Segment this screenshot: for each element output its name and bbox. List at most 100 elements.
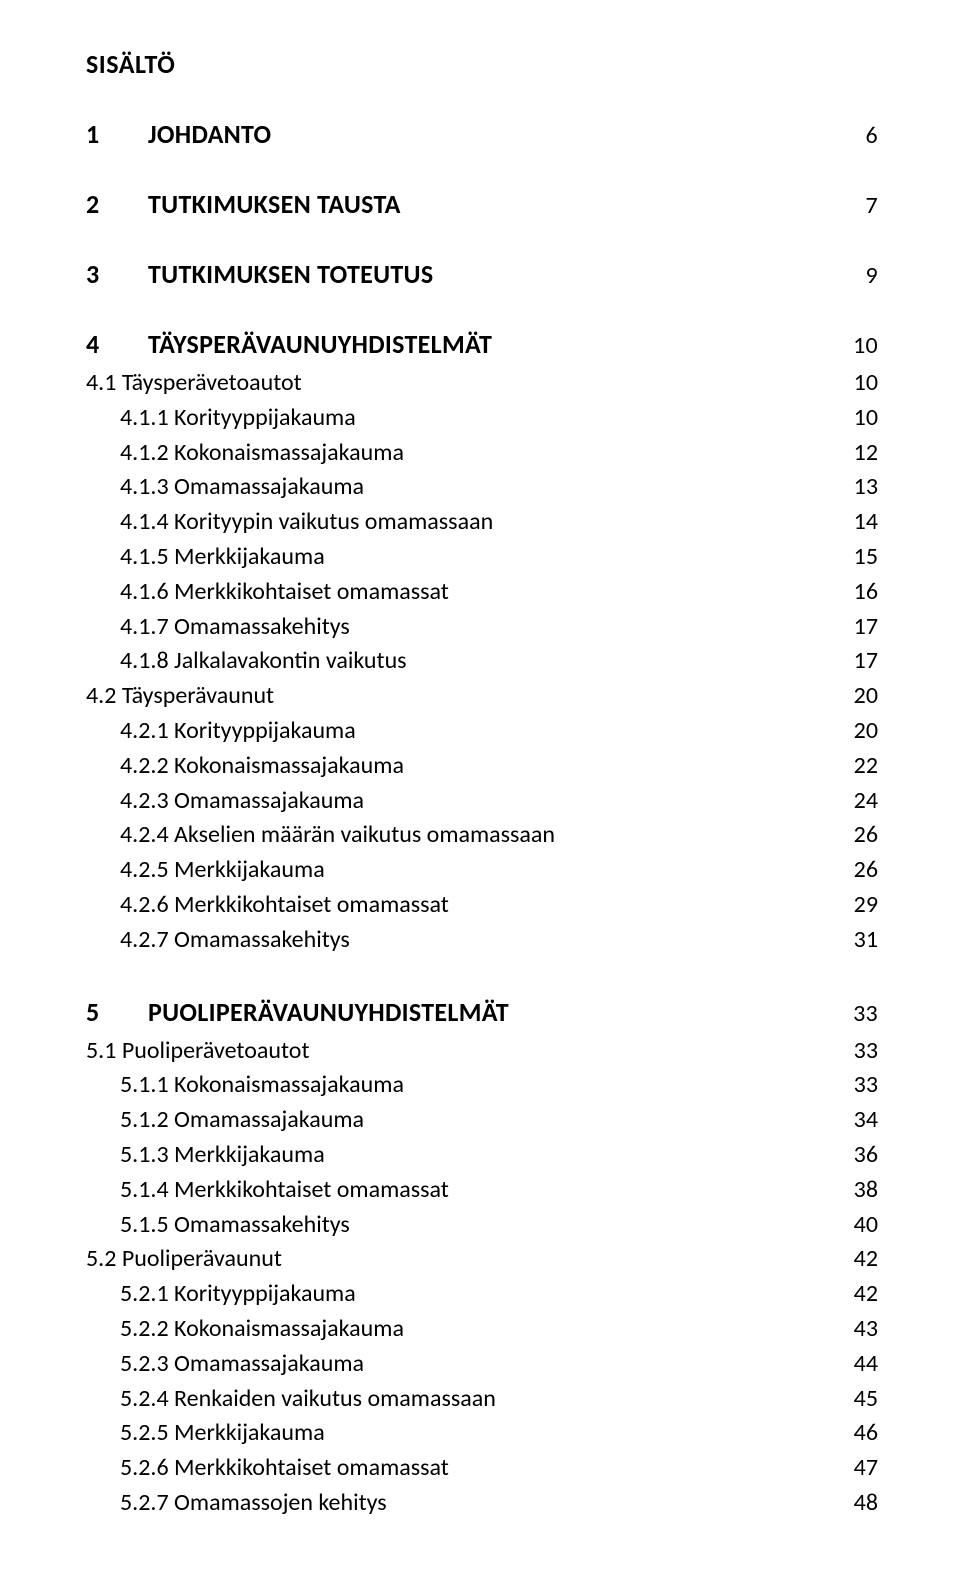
toc-section: 5PUOLIPERÄVAUNUYHDISTELMÄT 33 — [86, 996, 878, 1028]
subsubsection-label: 4.1.8 Jalkalavakontin vaikutus — [86, 644, 407, 679]
toc-subsubsection: 5.2.4 Renkaiden vaikutus omamassaan 45 — [86, 1382, 878, 1417]
toc-subsection: 4.2 Täysperävaunut20 — [86, 679, 878, 714]
toc-subsubsection: 5.1.2 Omamassajakauma 34 — [86, 1103, 878, 1138]
subsubsection-page: 42 — [854, 1277, 878, 1312]
toc-section: 1JOHDANTO6 — [86, 118, 878, 150]
subsubsection-label: 4.1.6 Merkkikohtaiset omamassat — [86, 575, 449, 610]
toc-subsubsection: 5.2.5 Merkkijakauma 46 — [86, 1416, 878, 1451]
toc-subsubsection: 4.2.6 Merkkikohtaiset omamassat 29 — [86, 888, 878, 923]
section-name: TÄYSPERÄVAUNUYHDISTELMÄT — [148, 328, 492, 360]
subsubsection-page: 14 — [854, 505, 878, 540]
section-name: TUTKIMUKSEN TAUSTA — [148, 188, 401, 220]
subsubsection-page: 26 — [854, 818, 878, 853]
subsubsection-page: 20 — [854, 714, 878, 749]
subsection-label: 4.1 Täysperävetoautot — [86, 366, 302, 401]
subsubsection-page: 48 — [854, 1486, 878, 1521]
subsubsection-page: 13 — [854, 470, 878, 505]
subsubsection-label: 4.2.4 Akselien määrän vaikutus omamassaa… — [86, 818, 555, 853]
toc-subsubsection: 4.2.2 Kokonaismassajakauma 22 — [86, 749, 878, 784]
subsubsection-label: 5.2.5 Merkkijakauma — [86, 1416, 325, 1451]
subsubsection-label: 4.2.6 Merkkikohtaiset omamassat — [86, 888, 449, 923]
subsubsection-label: 4.1.4 Korityypin vaikutus omamassaan — [86, 505, 493, 540]
subsubsection-label: 5.1.2 Omamassajakauma — [86, 1103, 364, 1138]
subsubsection-page: 24 — [854, 784, 878, 819]
section-name: TUTKIMUKSEN TOTEUTUS — [148, 258, 433, 290]
subsection-label: 5.1 Puoliperävetoautot — [86, 1034, 310, 1069]
section-page: 33 — [853, 999, 878, 1028]
subsubsection-page: 34 — [854, 1103, 878, 1138]
subsubsection-label: 4.1.7 Omamassakehitys — [86, 610, 350, 645]
subsubsection-label: 5.2.7 Omamassojen kehitys — [86, 1486, 387, 1521]
toc-subsubsection: 4.2.4 Akselien määrän vaikutus omamassaa… — [86, 818, 878, 853]
subsection-page: 20 — [854, 679, 878, 714]
subsubsection-label: 4.1.5 Merkkijakauma — [86, 540, 325, 575]
toc-subsubsection: 4.1.4 Korityypin vaikutus omamassaan 14 — [86, 505, 878, 540]
subsubsection-label: 5.1.5 Omamassakehitys — [86, 1208, 350, 1243]
subsubsection-page: 29 — [854, 888, 878, 923]
toc-body: 1JOHDANTO62TUTKIMUKSEN TAUSTA73TUTKIMUKS… — [86, 118, 878, 1521]
subsubsection-page: 33 — [854, 1068, 878, 1103]
subsubsection-label: 5.2.2 Kokonaismassajakauma — [86, 1312, 404, 1347]
toc-subsubsection: 4.1.2 Kokonaismassajakauma12 — [86, 436, 878, 471]
subsubsection-page: 47 — [854, 1451, 878, 1486]
subsubsection-page: 38 — [854, 1173, 878, 1208]
toc-subsubsection: 5.2.7 Omamassojen kehitys 48 — [86, 1486, 878, 1521]
toc-subsubsection: 4.1.1 Korityyppijakauma 10 — [86, 401, 878, 436]
section-page: 10 — [853, 331, 878, 360]
subsubsection-label: 5.1.4 Merkkikohtaiset omamassat — [86, 1173, 449, 1208]
toc-subsubsection: 4.1.3 Omamassajakauma 13 — [86, 470, 878, 505]
subsection-page: 42 — [854, 1242, 878, 1277]
subsubsection-page: 44 — [854, 1347, 878, 1382]
section-page: 7 — [866, 191, 878, 220]
toc-subsubsection: 5.1.4 Merkkikohtaiset omamassat 38 — [86, 1173, 878, 1208]
toc-subsubsection: 4.2.7 Omamassakehitys 31 — [86, 923, 878, 958]
subsubsection-label: 4.2.7 Omamassakehitys — [86, 923, 350, 958]
subsection-label: 5.2 Puoliperävaunut — [86, 1242, 282, 1277]
toc-section: 2TUTKIMUKSEN TAUSTA 7 — [86, 188, 878, 220]
section-name: JOHDANTO — [148, 118, 271, 150]
section-number: 5 — [86, 996, 148, 1028]
section-number: 3 — [86, 258, 148, 290]
subsubsection-label: 4.2.1 Korityyppijakauma — [86, 714, 356, 749]
toc-title: SISÄLTÖ — [86, 48, 878, 80]
toc-section: 3TUTKIMUKSEN TOTEUTUS 9 — [86, 258, 878, 290]
subsubsection-label: 5.2.4 Renkaiden vaikutus omamassaan — [86, 1382, 496, 1417]
toc-subsubsection: 5.1.5 Omamassakehitys 40 — [86, 1208, 878, 1243]
subsubsection-page: 31 — [854, 923, 878, 958]
subsubsection-page: 16 — [854, 575, 878, 610]
toc-subsubsection: 5.2.3 Omamassajakauma 44 — [86, 1347, 878, 1382]
subsubsection-page: 40 — [854, 1208, 878, 1243]
subsubsection-label: 5.2.3 Omamassajakauma — [86, 1347, 364, 1382]
section-page: 9 — [866, 261, 878, 290]
subsubsection-label: 4.2.5 Merkkijakauma — [86, 853, 325, 888]
subsubsection-page: 17 — [854, 610, 878, 645]
subsubsection-page: 17 — [854, 644, 878, 679]
toc-subsection: 5.2 Puoliperävaunut 42 — [86, 1242, 878, 1277]
subsubsection-label: 5.2.6 Merkkikohtaiset omamassat — [86, 1451, 449, 1486]
toc-subsubsection: 4.2.5 Merkkijakauma26 — [86, 853, 878, 888]
toc-subsection-group: 5.1 Puoliperävetoautot335.1.1 Kokonaisma… — [86, 1034, 878, 1521]
section-number: 2 — [86, 188, 148, 220]
subsection-page: 10 — [854, 366, 878, 401]
toc-subsubsection: 4.1.8 Jalkalavakontin vaikutus 17 — [86, 644, 878, 679]
subsubsection-label: 4.2.2 Kokonaismassajakauma — [86, 749, 404, 784]
subsubsection-page: 15 — [854, 540, 878, 575]
toc-section: 4TÄYSPERÄVAUNUYHDISTELMÄT 10 — [86, 328, 878, 360]
toc-subsubsection: 4.2.3 Omamassajakauma24 — [86, 784, 878, 819]
subsubsection-page: 10 — [854, 401, 878, 436]
section-number: 4 — [86, 328, 148, 360]
section-name: PUOLIPERÄVAUNUYHDISTELMÄT — [148, 996, 509, 1028]
toc-subsubsection: 5.2.6 Merkkikohtaiset omamassat 47 — [86, 1451, 878, 1486]
subsubsection-page: 22 — [854, 749, 878, 784]
toc-subsection: 5.1 Puoliperävetoautot33 — [86, 1034, 878, 1069]
toc-subsubsection: 5.1.3 Merkkijakauma36 — [86, 1138, 878, 1173]
subsubsection-page: 46 — [854, 1416, 878, 1451]
toc-subsubsection: 5.2.1 Korityyppijakauma42 — [86, 1277, 878, 1312]
section-page: 6 — [866, 121, 878, 150]
toc-subsection: 4.1 Täysperävetoautot 10 — [86, 366, 878, 401]
subsubsection-label: 4.1.1 Korityyppijakauma — [86, 401, 356, 436]
subsubsection-page: 36 — [854, 1138, 878, 1173]
toc-subsection-group: 4.1 Täysperävetoautot104.1.1 Korityyppij… — [86, 366, 878, 958]
subsubsection-label: 4.1.3 Omamassajakauma — [86, 470, 364, 505]
subsubsection-page: 45 — [854, 1382, 878, 1417]
